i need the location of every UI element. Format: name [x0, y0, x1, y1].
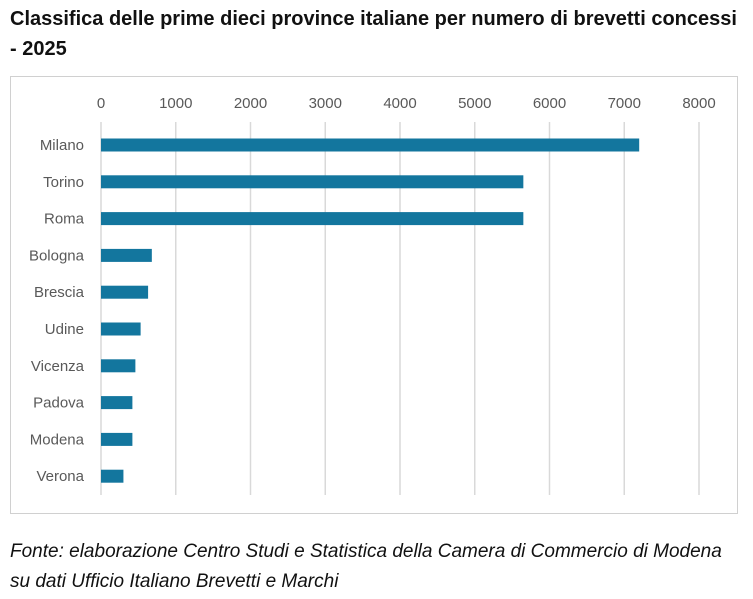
x-tick-label: 8000: [682, 95, 715, 112]
x-tick-label: 2000: [234, 95, 267, 112]
bar-bologna: [101, 248, 152, 262]
bars: [101, 138, 640, 483]
category-label: Torino: [43, 174, 84, 191]
category-label: Brescia: [34, 284, 85, 301]
source-note: Fonte: elaborazione Centro Studi e Stati…: [10, 541, 722, 592]
x-tick-label: 1000: [159, 95, 192, 112]
chart-frame: 0 1000 2000 3000 4000 5000 6000 7000 8000 Milano…: [10, 76, 738, 514]
x-tick-label: 4000: [383, 95, 416, 112]
bar-chart: 0 1000 2000 3000 4000 5000 6000 7000 8000 Milano…: [29, 95, 716, 495]
x-tick-label: 7000: [608, 95, 641, 112]
bar-torino: [101, 175, 524, 189]
bar-roma: [101, 212, 524, 226]
category-label: Roma: [44, 211, 85, 228]
x-tick-label: 5000: [458, 95, 491, 112]
category-label: Modena: [30, 431, 85, 448]
bar-vicenza: [101, 359, 136, 373]
x-tick-label: 0: [97, 95, 105, 112]
bar-padova: [101, 396, 133, 410]
bar-udine: [101, 322, 141, 336]
category-label: Bologna: [29, 247, 85, 264]
category-label: Verona: [36, 468, 84, 485]
x-tick-label: 3000: [309, 95, 342, 112]
bar-verona: [101, 469, 124, 483]
bar-modena: [101, 432, 133, 446]
category-label: Padova: [33, 395, 85, 412]
bar-milano: [101, 138, 640, 152]
category-label: Vicenza: [31, 358, 85, 375]
category-label: Milano: [40, 137, 84, 154]
bar-brescia: [101, 285, 149, 299]
chart-title: Classifica delle prime dieci province it…: [10, 8, 737, 60]
category-label: Udine: [45, 321, 84, 338]
y-axis-labels: Milano Torino Roma Bologna Brescia Udine Vicen…: [29, 137, 85, 485]
x-axis-ticks: 0 1000 2000 3000 4000 5000 6000 7000 8000: [97, 95, 716, 112]
x-tick-label: 6000: [533, 95, 566, 112]
